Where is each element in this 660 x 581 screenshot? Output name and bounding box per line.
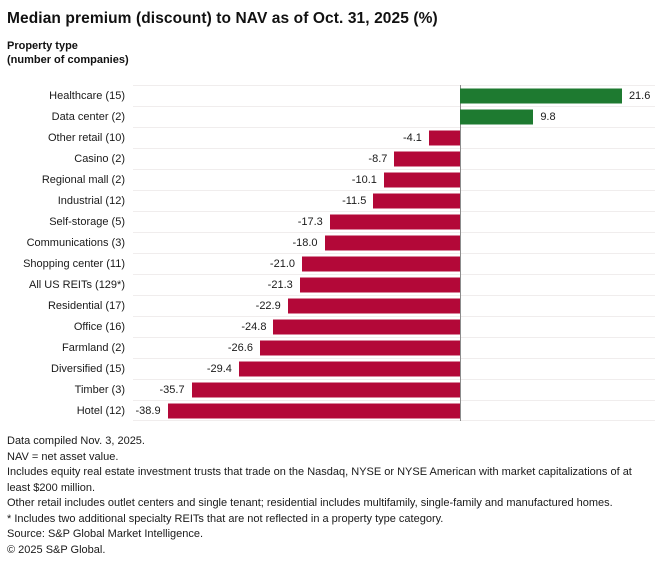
category-label: Data center (2) (51, 111, 125, 123)
footnote-inclusion-criteria: Includes equity real estate investment t… (7, 466, 632, 494)
value-label: -35.7 (159, 384, 185, 396)
bar (383, 172, 460, 188)
plot-area: -4.1 (133, 127, 655, 148)
category-label: Timber (3) (74, 384, 125, 396)
bar (373, 193, 460, 209)
bar (287, 298, 460, 314)
value-label: -18.0 (292, 237, 318, 249)
footnotes: Data compiled Nov. 3, 2025. NAV = net as… (7, 434, 655, 558)
bar (191, 382, 460, 398)
chart-row: Other retail (10) -4.1 (7, 127, 655, 148)
chart-row: Casino (2) -8.7 (7, 148, 655, 169)
chart-row: Timber (3) -35.7 (7, 379, 655, 400)
plot-area: -38.9 (133, 400, 655, 421)
plot-area: -35.7 (133, 379, 655, 400)
chart-row: Industrial (12) -11.5 (7, 190, 655, 211)
value-label: -22.9 (255, 300, 281, 312)
value-label: 21.6 (628, 90, 651, 102)
chart-row: Residential (17) -22.9 (7, 295, 655, 316)
category-label: Residential (17) (47, 300, 125, 312)
plot-area: -24.8 (133, 316, 655, 337)
plot-area: -11.5 (133, 190, 655, 211)
plot-area: 21.6 (133, 85, 655, 106)
value-label: -8.7 (368, 153, 388, 165)
plot-area: -22.9 (133, 295, 655, 316)
category-label: Industrial (12) (57, 195, 125, 207)
value-label: -38.9 (135, 404, 161, 417)
chart-row: Hotel (12) -38.9 (7, 400, 655, 421)
value-label: -26.6 (227, 342, 253, 354)
chart-row: Shopping center (11) -21.0 (7, 253, 655, 274)
chart-row: Regional mall (2) -10.1 (7, 169, 655, 190)
value-label: 9.8 (540, 111, 556, 123)
bar (459, 109, 534, 125)
plot-area: -26.6 (133, 337, 655, 358)
value-label: -29.4 (206, 363, 232, 375)
category-label: Shopping center (11) (23, 258, 125, 270)
plot-area: -21.3 (133, 274, 655, 295)
plot-area: -29.4 (133, 358, 655, 379)
category-label: Diversified (15) (51, 363, 125, 375)
plot-area: -18.0 (133, 232, 655, 253)
chart-row: Communications (3) -18.0 (7, 232, 655, 253)
chart-row: All US REITs (129*) -21.3 (7, 274, 655, 295)
value-label: -21.0 (269, 258, 295, 270)
bar (238, 361, 460, 377)
footnote-copyright: © 2025 S&P Global. (7, 543, 106, 556)
category-label: Regional mall (2) (41, 174, 125, 186)
value-label: -4.1 (402, 132, 422, 144)
chart-rows: Healthcare (15) 21.6 Data center (2) 9.8 Oth… (7, 85, 655, 421)
plot-area: -10.1 (133, 169, 655, 190)
category-label: Hotel (12) (76, 405, 125, 417)
chart-row: Office (16) -24.8 (7, 316, 655, 337)
footnote-data-compiled: Data compiled Nov. 3, 2025. (7, 435, 145, 447)
bar (273, 319, 460, 335)
bar (428, 130, 460, 146)
bar (301, 256, 460, 272)
footnote-nav-definition: NAV = net asset value. (7, 450, 119, 463)
plot-area: -8.7 (133, 148, 655, 169)
chart-row: Diversified (15) -29.4 (7, 358, 655, 379)
plot-area: -17.3 (133, 211, 655, 232)
plot-area: -21.0 (133, 253, 655, 274)
bar (329, 214, 460, 230)
category-label: All US REITs (129*) (29, 279, 125, 291)
value-label: -11.5 (342, 195, 367, 207)
footnote-asterisk: * Includes two additional specialty REIT… (7, 512, 444, 525)
category-label: Farmland (2) (62, 342, 125, 354)
bar (459, 88, 622, 104)
category-label: Casino (2) (74, 153, 125, 165)
plot-area: 9.8 (133, 106, 655, 127)
category-label: Communications (3) (26, 237, 125, 249)
footnote-source: Source: S&P Global Market Intelligence. (7, 528, 204, 540)
chart-row: Self-storage (5) -17.3 (7, 211, 655, 232)
bar-chart: Healthcare (15) 21.6 Data center (2) 9.8 Oth… (7, 85, 655, 421)
bar (259, 340, 460, 356)
category-label: Office (16) (73, 321, 125, 333)
chart-row: Healthcare (15) 21.6 (7, 85, 655, 106)
value-label: -24.8 (241, 321, 267, 333)
chart-row: Data center (2) 9.8 (7, 106, 655, 127)
bar (324, 235, 460, 251)
axis-header-line2: (number of companies) (7, 54, 129, 66)
axis-header: Property type (number of companies) (7, 39, 655, 67)
bar (299, 277, 460, 293)
bar (167, 403, 460, 418)
value-label: -10.1 (351, 174, 377, 186)
category-label: Other retail (10) (47, 132, 125, 144)
value-label: -21.3 (267, 279, 293, 291)
chart-row: Farmland (2) -26.6 (7, 337, 655, 358)
axis-header-line1: Property type (7, 40, 78, 52)
footnote-category-definitions: Other retail includes outlet centers and… (7, 497, 613, 509)
chart-title: Median premium (discount) to NAV as of O… (7, 10, 438, 27)
value-label: -17.3 (297, 216, 323, 228)
category-label: Healthcare (15) (49, 90, 125, 102)
category-label: Self-storage (5) (49, 216, 125, 228)
bar (394, 151, 460, 167)
